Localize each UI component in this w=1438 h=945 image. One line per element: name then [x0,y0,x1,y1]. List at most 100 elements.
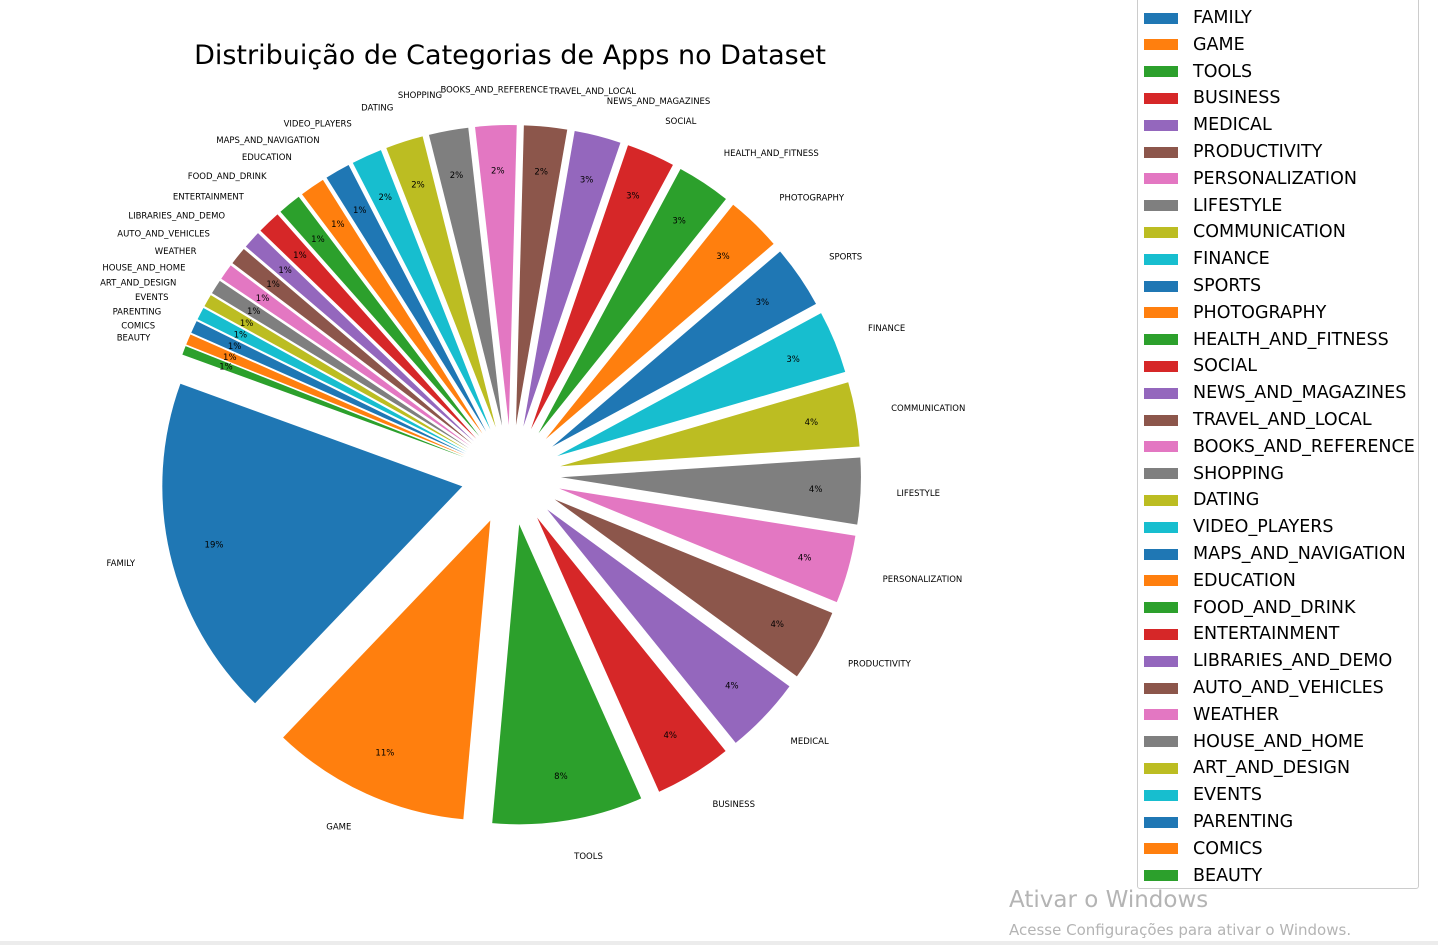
category-label-beauty: BEAUTY [117,334,151,344]
legend-swatch [1144,414,1178,426]
legend-item-comics: COMICS [1144,838,1263,860]
windows-activation-subtitle: Acesse Configurações para ativar o Windo… [1009,921,1352,939]
legend-item-social: SOCIAL [1144,355,1257,377]
legend-item-family: FAMILY [1144,7,1252,29]
category-label-weather: WEATHER [155,247,197,257]
legend-label: WEATHER [1193,704,1280,725]
pie-slice-weather [221,265,471,447]
pct-label-family: 19% [205,540,224,550]
category-label-family: FAMILY [107,559,136,569]
category-label-auto-and-vehicles: AUTO_AND_VEHICLES [117,229,210,239]
pie-slice-communication [560,382,860,467]
category-label-house-and-home: HOUSE_AND_HOME [102,264,185,274]
category-label-personalization: PERSONALIZATION [883,575,963,585]
legend-swatch [1144,200,1178,212]
category-label-tools: TOOLS [573,852,603,862]
legend-item-productivity: PRODUCTIVITY [1144,141,1322,163]
legend-label: BUSINESS [1193,88,1281,109]
legend-swatch [1144,226,1178,238]
legend-label: NEWS_AND_MAGAZINES [1193,383,1407,404]
legend-item-shopping: SHOPPING [1144,463,1284,485]
legend-label: FINANCE [1193,249,1270,270]
legend-label: DATING [1193,490,1260,511]
pie-slice-travel-and-local [515,125,568,426]
legend-label: MAPS_AND_NAVIGATION [1193,544,1406,564]
legend-item-libraries-and-demo: LIBRARIES_AND_DEMO [1144,650,1392,672]
legend-swatch [1144,468,1178,480]
category-label-finance: FINANCE [868,324,905,334]
legend-label: HOUSE_AND_HOME [1193,731,1365,752]
category-label-video-players: VIDEO_PLAYERS [284,119,352,129]
bottom-edge [0,941,1438,945]
legend-item-books-and-reference: BOOKS_AND_REFERENCE [1144,436,1415,458]
legend-item-travel-and-local: TRAVEL_AND_LOCAL [1144,409,1372,431]
legend-label: TOOLS [1193,61,1253,82]
category-label-dating: DATING [361,103,393,113]
category-label-entertainment: ENTERTAINMENT [173,192,245,202]
legend-swatch [1144,280,1178,292]
pie-slice-game [283,520,491,820]
pct-label-sports: 3% [756,298,770,308]
category-label-parenting: PARENTING [113,308,162,318]
pct-label-events: 1% [234,330,248,340]
legend-swatch [1144,66,1178,78]
category-label-lifestyle: LIFESTYLE [897,489,940,499]
legend-item-food-and-drink: FOOD_AND_DRINK [1144,597,1356,619]
pie-slice-libraries-and-demo [245,233,474,442]
pie-slice-maps-and-navigation [326,164,487,432]
pie-slice-entertainment [260,214,477,439]
legend-swatch [1144,736,1178,748]
pie-slice-books-and-reference [475,125,517,426]
pie-slice-art-and-design [204,295,468,451]
legend-item-parenting: PARENTING [1144,811,1293,833]
pct-label-tools: 8% [554,772,568,782]
pct-label-news-and-magazines: 3% [580,176,594,186]
category-label-medical: MEDICAL [790,737,829,747]
legend-label: PERSONALIZATION [1193,168,1357,189]
legend-item-medical: MEDICAL [1144,114,1272,136]
category-label-social: SOCIAL [665,117,696,127]
category-label-books-and-reference: BOOKS_AND_REFERENCE [440,85,548,95]
pie-slice-beauty [182,346,465,458]
pie-slice-parenting [191,321,466,454]
pct-label-video-players: 2% [379,193,393,203]
legend-label: TRAVEL_AND_LOCAL [1193,410,1372,430]
pct-label-shopping: 2% [450,171,464,181]
pct-label-finance: 3% [786,355,800,365]
legend-swatch [1144,173,1178,185]
pie-slice-auto-and-vehicles [232,248,473,444]
legend-label: ENTERTAINMENT [1193,624,1340,645]
legend-swatch [1144,441,1178,453]
legend-item-maps-and-navigation: MAPS_AND_NAVIGATION [1144,543,1406,565]
pct-label-food-and-drink: 1% [311,235,325,245]
legend-label: PARENTING [1193,812,1294,832]
pie-slice-news-and-magazines [523,130,621,427]
category-label-productivity: PRODUCTIVITY [848,659,912,669]
legend-swatch [1144,146,1178,158]
category-label-education: EDUCATION [242,153,292,163]
pie-slice-events [197,307,467,452]
pie-slice-photography [545,204,774,440]
category-label-events: EVENTS [135,293,169,303]
legend-swatch [1144,762,1178,774]
category-label-libraries-and-demo: LIBRARIES_AND_DEMO [128,212,225,222]
pie-slice-education [301,179,483,434]
legend-label: SOCIAL [1193,356,1257,377]
pct-label-personalization: 4% [798,553,812,563]
legend-swatch [1144,92,1178,104]
legend-label: BEAUTY [1193,865,1263,886]
pie-slice-food-and-drink [280,196,480,437]
legend-swatch [1144,816,1178,828]
windows-activation-title: Ativar o Windows [1009,887,1209,913]
legend-item-entertainment: ENTERTAINMENT [1144,623,1339,645]
pct-label-house-and-home: 1% [247,307,261,317]
pct-label-libraries-and-demo: 1% [278,266,292,276]
pct-label-photography: 3% [716,252,730,262]
legend-label: BOOKS_AND_REFERENCE [1193,436,1415,457]
pie-slice-house-and-home [211,280,469,449]
pie-slice-dating [386,136,496,428]
legend-item-lifestyle: LIFESTYLE [1144,195,1282,217]
category-label-photography: PHOTOGRAPHY [779,194,845,204]
legend-item-education: EDUCATION [1144,570,1296,592]
